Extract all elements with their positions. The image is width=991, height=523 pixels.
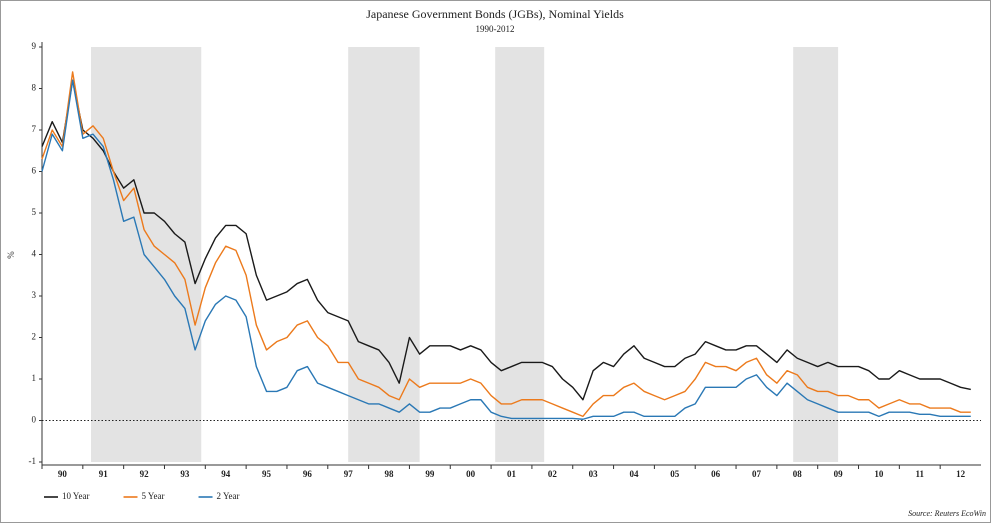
x-tick-label: 06 <box>711 469 721 479</box>
y-tick-label: 4 <box>32 249 37 259</box>
shaded-period <box>793 47 839 462</box>
y-tick-label: -1 <box>29 456 37 466</box>
series-line <box>41 79 971 401</box>
x-tick-label: 93 <box>180 469 190 479</box>
y-tick-label: 9 <box>32 41 37 51</box>
source-note: Source: Reuters EcoWin <box>908 509 986 518</box>
x-tick-label: 03 <box>589 469 599 479</box>
y-tick-label: 1 <box>32 373 37 383</box>
x-tick-label: 90 <box>58 469 68 479</box>
shaded-period <box>348 47 420 462</box>
shaded-period <box>90 47 202 462</box>
chart-title: Japanese Government Bonds (JGBs), Nomina… <box>366 7 624 21</box>
y-tick-label: 5 <box>32 207 37 217</box>
x-tick-label: 91 <box>99 469 109 479</box>
chart-subtitle: 1990-2012 <box>476 24 515 34</box>
x-tick-label: 04 <box>629 469 639 479</box>
y-tick-label: 6 <box>32 166 37 176</box>
legend-label: 5 Year <box>142 491 165 501</box>
x-tick-label: 07 <box>752 469 762 479</box>
y-tick-label: 0 <box>32 415 37 425</box>
shaded-period <box>495 47 545 462</box>
x-tick-label: 00 <box>466 469 476 479</box>
x-tick-label: 01 <box>507 469 517 479</box>
x-tick-label: 09 <box>834 469 844 479</box>
x-tick-label: 94 <box>221 469 231 479</box>
x-tick-label: 97 <box>344 469 354 479</box>
x-tick-label: 95 <box>262 469 272 479</box>
x-tick-label: 08 <box>793 469 803 479</box>
x-tick-label: 98 <box>385 469 395 479</box>
series-line <box>41 71 971 418</box>
y-tick-label: 8 <box>32 83 37 93</box>
x-tick-label: 99 <box>425 469 435 479</box>
x-tick-label: 92 <box>140 469 150 479</box>
y-axis-label: % <box>6 251 16 259</box>
x-tick-label: 10 <box>874 469 884 479</box>
x-tick-label: 96 <box>303 469 313 479</box>
series-line <box>41 79 971 420</box>
legend-label: 10 Year <box>62 491 90 501</box>
y-tick-label: 2 <box>32 332 37 342</box>
x-tick-label: 02 <box>548 469 558 479</box>
legend-label: 2 Year <box>217 491 240 501</box>
y-tick-label: 3 <box>32 290 37 300</box>
x-tick-label: 11 <box>916 469 925 479</box>
x-tick-label: 05 <box>670 469 680 479</box>
y-tick-label: 7 <box>32 124 37 134</box>
x-tick-label: 12 <box>956 469 966 479</box>
